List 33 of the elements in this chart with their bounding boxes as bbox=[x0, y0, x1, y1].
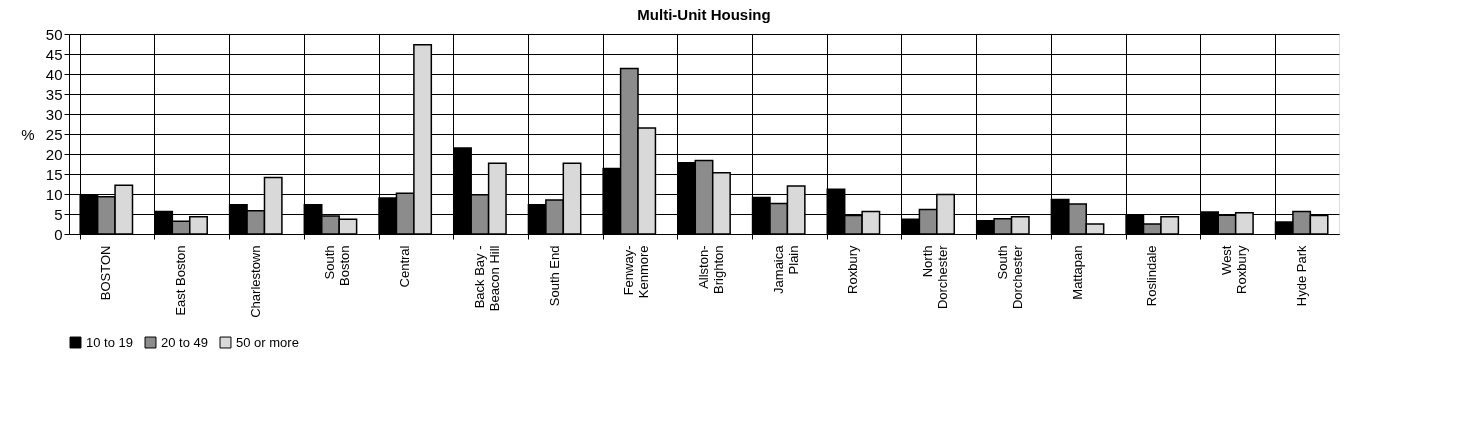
x-tick-label: Fenway-Kenmore bbox=[621, 245, 652, 299]
x-tick-label: Jamaica Plain bbox=[770, 244, 801, 294]
x-tick-label: Back Bay - Beacon Hill bbox=[471, 245, 502, 312]
x-tick-label: Allston-Brighton bbox=[696, 245, 726, 294]
y-tick-label: 45 bbox=[45, 45, 63, 63]
x-tick-label: North Dorchester bbox=[920, 244, 951, 310]
x-tick-label: South End bbox=[546, 245, 562, 307]
y-tick-label: 30 bbox=[45, 105, 63, 123]
y-axis-title: % bbox=[21, 125, 35, 143]
x-tick-label: Central bbox=[397, 245, 413, 288]
x-tick-label: Roxbury bbox=[845, 245, 861, 294]
y-tick-label: 40 bbox=[45, 65, 63, 83]
x-tick-label: BOSTON bbox=[98, 245, 114, 301]
x-tick-label: South Boston bbox=[322, 245, 353, 286]
x-tick-label: West Roxbury bbox=[1218, 245, 1249, 294]
x-tick-label: South Dorchester bbox=[994, 244, 1025, 310]
x-tick-label: Roslindale bbox=[1144, 245, 1160, 307]
y-tick-label: 25 bbox=[45, 125, 63, 143]
x-tick-label: East Boston bbox=[173, 245, 189, 316]
y-tick-label: 0 bbox=[54, 225, 63, 243]
chart-title: Multi-Unit Housing bbox=[637, 6, 771, 23]
legend-label: 10 to 19 bbox=[86, 334, 133, 350]
legend-label: 50 or more bbox=[236, 334, 299, 350]
y-tick-label: 15 bbox=[45, 165, 63, 183]
x-tick-label: Hyde Park bbox=[1293, 245, 1309, 307]
y-tick-label: 35 bbox=[45, 85, 63, 103]
legend-label: 20 to 49 bbox=[161, 334, 208, 350]
x-tick-label: Mattapan bbox=[1069, 245, 1085, 300]
y-tick-label: 5 bbox=[54, 205, 63, 223]
y-tick-label: 10 bbox=[45, 185, 63, 203]
y-tick-label: 50 bbox=[45, 25, 63, 43]
x-tick-label: Charlestown bbox=[247, 245, 263, 318]
y-tick-label: 20 bbox=[45, 145, 63, 163]
